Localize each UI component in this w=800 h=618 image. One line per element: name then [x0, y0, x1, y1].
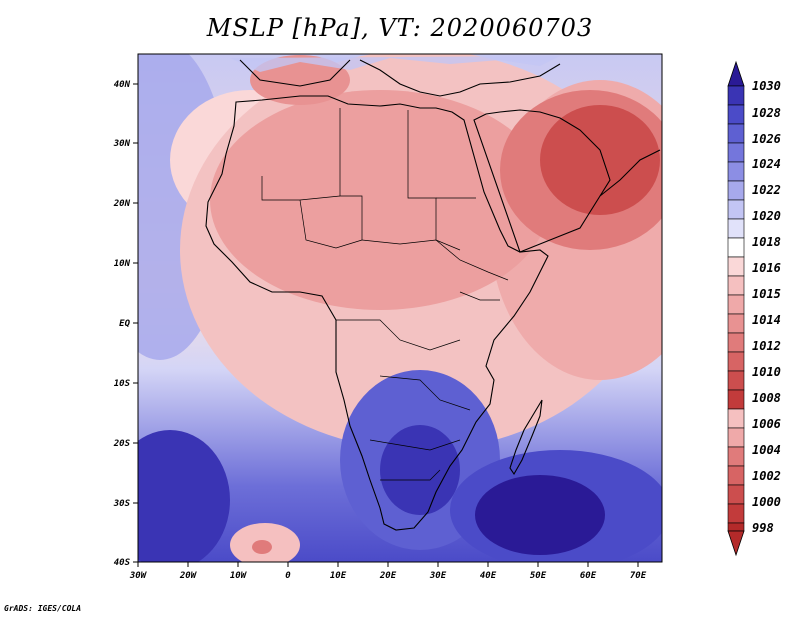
lon-tick-label: 10W — [230, 571, 248, 581]
lon-tick-label: 30W — [129, 571, 148, 581]
lon-tick-label: 10E — [330, 571, 347, 581]
colorbar-swatch — [727, 522, 745, 532]
mediterranean-north — [359, 59, 561, 97]
colorbar-swatch — [727, 275, 745, 296]
lon-tick-label: 30E — [429, 571, 447, 581]
colorbar-swatch — [727, 465, 745, 486]
lat-ticks: 40S 30S 20S 10S EQ 10N 20N 30N 40N — [113, 80, 138, 568]
arabian-peninsula — [473, 109, 611, 253]
border-east-africa — [459, 291, 500, 301]
colorbar-label: 1016 — [752, 261, 781, 275]
colorbar-label: 1012 — [752, 339, 781, 353]
border-niger-nigeria — [299, 199, 363, 249]
border-south-africa — [380, 469, 441, 481]
colorbar-swatch — [727, 370, 745, 391]
colorbar-swatch — [727, 199, 745, 220]
colorbar-swatch — [727, 294, 745, 315]
europe-high-edge — [230, 56, 560, 72]
lon-tick-label: 40E — [480, 571, 497, 581]
colorbar-label: 1015 — [752, 287, 781, 301]
colorbar-swatch — [727, 389, 745, 410]
colorbar-label: 1020 — [752, 209, 781, 223]
colorbar-swatch — [727, 218, 745, 239]
colorbar-swatch — [727, 256, 745, 277]
colorbar-swatch — [727, 237, 745, 258]
colorbar-label: 1004 — [752, 443, 781, 457]
lon-tick-label: 70E — [630, 571, 647, 581]
colorbar-label: 1026 — [752, 132, 781, 146]
colorbar-swatch — [727, 332, 745, 353]
border-sudan-ethiopia — [435, 239, 509, 281]
sahara-low-core — [210, 90, 550, 310]
lat-tick-label: 30S — [113, 499, 131, 509]
map-frame — [137, 53, 663, 563]
southern-africa-high-core — [380, 425, 460, 515]
lat-tick-label: 40S — [114, 558, 131, 568]
colorbar-swatch — [727, 503, 745, 524]
lat-tick-label: 30N — [113, 139, 131, 149]
colorbar-label: 1028 — [752, 106, 781, 120]
colorbar-swatch — [727, 351, 745, 372]
colorbar: 1030 1028 1026 1024 1022 1020 1018 1016 … — [727, 60, 781, 557]
colorbar-label: 1014 — [752, 313, 781, 327]
south-atlantic-low-core — [252, 540, 272, 554]
border-sahel — [361, 239, 461, 251]
colorbar-bottom-arrow — [727, 530, 745, 557]
colorbar-label: 1030 — [752, 79, 781, 93]
coastlines — [205, 59, 661, 531]
colorbar-label: 1008 — [752, 391, 781, 405]
border-libya-egypt — [407, 110, 437, 240]
colorbar-swatch — [727, 484, 745, 505]
colorbar-swatch — [727, 104, 745, 125]
madagascar — [509, 399, 543, 476]
border-algeria-libya — [339, 108, 363, 240]
border-angola-zambia — [379, 375, 471, 411]
lon-tick-label: 20E — [379, 571, 397, 581]
chart-title: MSLP [hPa], VT: 2020060703 — [206, 14, 594, 42]
colorbar-label: 998 — [752, 521, 774, 535]
borders — [261, 108, 509, 481]
arabian-low-core — [540, 105, 660, 215]
colorbar-swatch — [727, 161, 745, 182]
colorbar-label: 1024 — [752, 157, 781, 171]
border-mali — [261, 176, 341, 201]
colorbar-top-arrow — [727, 60, 745, 87]
border-namibia-botswana — [369, 439, 461, 451]
colorbar-label: 1002 — [752, 469, 781, 483]
lon-tick-label: 60E — [580, 571, 597, 581]
colorbar-swatch — [727, 313, 745, 334]
persian-coast — [599, 149, 661, 197]
colorbar-swatch — [727, 180, 745, 201]
st-helena-high-core — [138, 430, 230, 562]
colorbar-lower — [727, 408, 745, 532]
colorbar-swatch — [727, 446, 745, 467]
border-congo — [336, 319, 461, 351]
colorbar-label: 1000 — [752, 495, 781, 509]
pressure-field — [138, 54, 662, 562]
colorbar-swatch — [727, 142, 745, 163]
lon-tick-label: 0 — [285, 571, 291, 581]
mascarene-high-core — [475, 475, 605, 555]
lat-tick-label: 20S — [113, 439, 131, 449]
lat-tick-label: 10N — [114, 259, 131, 269]
colorbar-swatch — [727, 427, 745, 448]
lon-tick-label: 20W — [179, 571, 198, 581]
lat-tick-label: 40N — [114, 80, 131, 90]
colorbar-label: 1018 — [752, 235, 781, 249]
colorbar-swatch — [727, 123, 745, 144]
colorbar-label: 1022 — [752, 183, 781, 197]
lon-tick-label: 50E — [530, 571, 547, 581]
lat-tick-label: 20N — [113, 199, 131, 209]
africa-coast — [205, 95, 549, 531]
colorbar-label: 1006 — [752, 417, 781, 431]
footer-credit: GrADS: IGES/COLA — [4, 604, 82, 613]
lon-ticks: 30W 20W 10W 0 10E 20E 30E 40E 50E 60E 70… — [129, 562, 647, 581]
lat-tick-label: 10S — [114, 379, 131, 389]
colorbar-swatch — [727, 408, 745, 429]
lat-tick-label: EQ — [119, 319, 130, 329]
colorbar-label: 1010 — [752, 365, 781, 379]
iberia-coast — [239, 59, 351, 87]
colorbar-swatch — [727, 85, 745, 106]
